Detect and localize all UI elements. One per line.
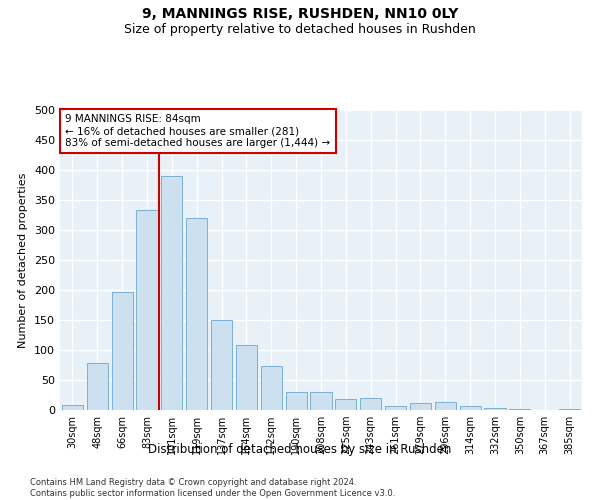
Bar (286, 392, 307, 410)
Bar (310, 392, 332, 410)
Bar (236, 344, 257, 410)
Bar (112, 292, 133, 410)
Bar (161, 176, 182, 410)
Bar (460, 406, 481, 410)
Bar (186, 218, 207, 410)
Bar (62, 405, 83, 410)
Text: Contains HM Land Registry data © Crown copyright and database right 2024.
Contai: Contains HM Land Registry data © Crown c… (30, 478, 395, 498)
Y-axis label: Number of detached properties: Number of detached properties (19, 172, 28, 348)
Bar (136, 210, 158, 410)
Text: Distribution of detached houses by size in Rushden: Distribution of detached houses by size … (148, 442, 452, 456)
Bar (559, 409, 580, 410)
Bar (211, 320, 232, 410)
Bar (261, 366, 282, 410)
Text: 9 MANNINGS RISE: 84sqm
← 16% of detached houses are smaller (281)
83% of semi-de: 9 MANNINGS RISE: 84sqm ← 16% of detached… (65, 114, 331, 148)
Bar (435, 402, 456, 410)
Bar (484, 408, 506, 410)
Bar (385, 406, 406, 410)
Bar (360, 398, 381, 410)
Bar (335, 399, 356, 410)
Text: Size of property relative to detached houses in Rushden: Size of property relative to detached ho… (124, 22, 476, 36)
Bar (410, 403, 431, 410)
Text: 9, MANNINGS RISE, RUSHDEN, NN10 0LY: 9, MANNINGS RISE, RUSHDEN, NN10 0LY (142, 8, 458, 22)
Bar (87, 363, 108, 410)
